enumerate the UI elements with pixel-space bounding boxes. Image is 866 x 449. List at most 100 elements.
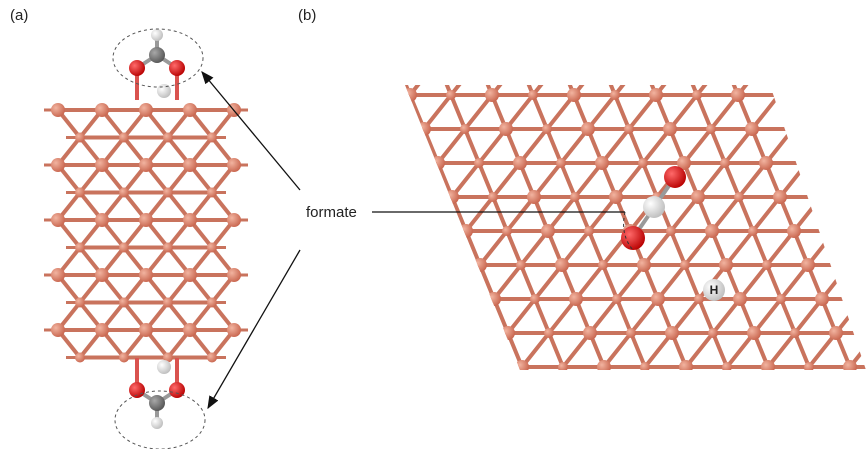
bond [545,127,563,165]
bond [451,297,469,335]
atom [610,90,620,100]
bond [463,127,481,165]
atom [829,326,843,340]
atom [227,158,241,172]
atom [392,158,402,168]
bond [561,365,579,370]
arrow [201,70,301,191]
bond [641,127,672,165]
atom [804,362,814,370]
atom [488,192,498,202]
atom [640,362,650,370]
bond [765,229,796,267]
bond [356,163,370,197]
atom [119,132,129,143]
bond [358,333,385,367]
atom [514,56,524,66]
atom [569,292,583,306]
atom [706,124,716,134]
bond [696,161,727,199]
atom [335,122,349,136]
bond [763,85,781,97]
atom [227,213,241,227]
bond [355,61,369,95]
bond [302,231,316,265]
bond [643,331,674,369]
bond [818,93,836,131]
atom [581,122,595,136]
bond [369,95,383,129]
bond [681,85,699,97]
bond [860,195,866,233]
atom [207,132,217,143]
atom [151,417,163,429]
atom [447,394,461,408]
bond [479,331,510,369]
bond [559,161,577,199]
bond [697,297,715,335]
bond [533,263,564,301]
atom [75,132,85,143]
bond [723,161,741,199]
atom [364,90,374,100]
bond [587,229,605,267]
atom [207,187,217,198]
atom-label: H [710,283,719,297]
lattice-a [44,103,248,363]
bond [436,127,467,165]
bond [559,127,590,165]
atom [705,224,719,238]
atom [324,192,334,202]
atom [499,122,513,136]
atom [745,122,759,136]
atom [626,328,636,338]
atom [169,382,185,398]
bond [821,365,852,370]
bond [737,161,768,199]
bond [615,297,633,335]
atom [95,158,109,172]
atom [119,352,129,363]
bond [344,299,371,333]
bond [316,231,343,265]
bond [588,297,619,335]
bond [711,331,729,369]
atom [149,395,165,411]
bond [405,93,412,131]
atom [227,268,241,282]
bond [315,163,329,197]
atom [433,360,447,370]
bond [356,129,383,163]
annotation: formate [306,204,357,221]
bond [423,229,441,267]
atom [253,122,267,136]
bond [846,161,864,199]
atom [856,90,866,100]
atom [583,326,597,340]
bond [629,297,660,335]
atom [693,394,707,408]
bond [532,161,563,199]
atom [163,187,173,198]
bond [520,331,551,369]
bond [531,93,549,131]
atom [515,360,529,370]
bond [449,93,467,131]
atom [75,242,85,253]
bond [477,127,508,165]
atom [169,60,185,76]
bond [504,93,535,131]
bond [779,297,797,335]
bond [657,365,688,370]
bond [791,127,809,165]
bond [629,331,647,369]
atom [417,122,431,136]
bond [246,61,273,95]
bond [641,161,659,199]
atom [776,294,786,304]
atom [665,326,679,340]
lattice-b [246,56,866,408]
atom [722,362,732,370]
atom [95,323,109,337]
atom [677,156,691,170]
